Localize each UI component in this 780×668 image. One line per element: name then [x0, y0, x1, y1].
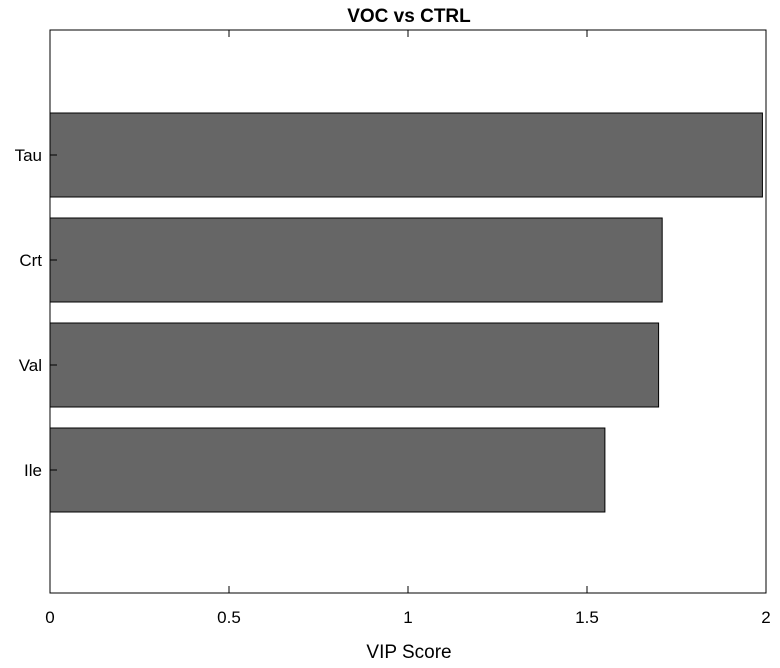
x-axis-label: VIP Score: [366, 642, 451, 663]
y-tick-label: Ile: [24, 461, 42, 480]
x-tick-label: 2: [761, 608, 770, 627]
x-tick-label: 0: [45, 608, 54, 627]
bar-ile: [49, 427, 606, 513]
y-axis-ticks: Tau Crt Val Ile: [15, 146, 57, 480]
bar-val: [49, 322, 660, 408]
y-tick-label: Val: [19, 356, 42, 375]
y-tick-label: Tau: [15, 146, 42, 165]
bar-tau: [49, 112, 763, 198]
y-tick-label: Crt: [19, 251, 42, 270]
x-tick-label: 0.5: [217, 608, 241, 627]
bars-group: [49, 112, 763, 513]
x-tick-label: 1.5: [575, 608, 599, 627]
x-tick-label: 1: [403, 608, 412, 627]
x-axis-ticks: 0 0.5 1 1.5 2: [45, 30, 771, 627]
chart-title: VOC vs CTRL: [347, 6, 471, 27]
bar-crt: [49, 217, 663, 303]
